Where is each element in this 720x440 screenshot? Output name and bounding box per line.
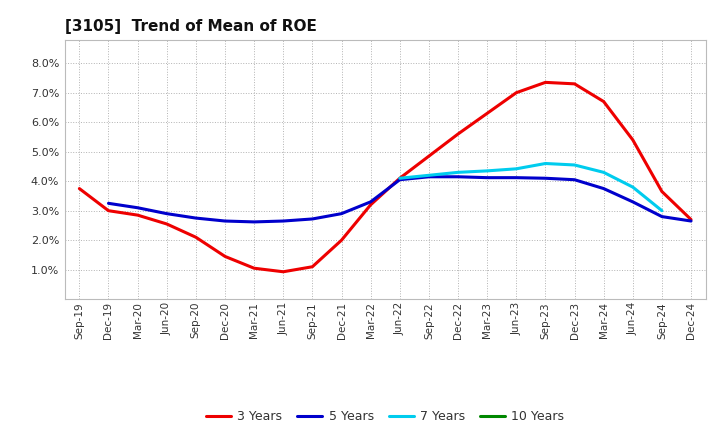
5 Years bbox=[629, 199, 637, 205]
5 Years bbox=[512, 175, 521, 180]
5 Years bbox=[104, 201, 113, 206]
3 Years bbox=[279, 269, 287, 275]
Line: 7 Years: 7 Years bbox=[400, 164, 662, 211]
3 Years bbox=[104, 208, 113, 213]
3 Years bbox=[629, 137, 637, 143]
5 Years bbox=[687, 218, 696, 224]
5 Years bbox=[366, 199, 375, 205]
3 Years bbox=[512, 90, 521, 95]
3 Years bbox=[366, 202, 375, 207]
3 Years bbox=[395, 176, 404, 181]
5 Years bbox=[483, 175, 492, 180]
3 Years bbox=[250, 266, 258, 271]
5 Years bbox=[250, 219, 258, 224]
7 Years bbox=[483, 168, 492, 173]
3 Years bbox=[657, 189, 666, 194]
5 Years bbox=[308, 216, 317, 222]
3 Years bbox=[687, 217, 696, 222]
3 Years bbox=[570, 81, 579, 87]
7 Years bbox=[657, 208, 666, 213]
7 Years bbox=[599, 170, 608, 175]
7 Years bbox=[570, 162, 579, 168]
7 Years bbox=[512, 166, 521, 172]
7 Years bbox=[454, 170, 462, 175]
3 Years bbox=[133, 213, 142, 218]
5 Years bbox=[541, 176, 550, 181]
7 Years bbox=[541, 161, 550, 166]
5 Years bbox=[599, 186, 608, 191]
5 Years bbox=[133, 205, 142, 210]
5 Years bbox=[163, 211, 171, 216]
3 Years bbox=[163, 221, 171, 227]
7 Years bbox=[425, 172, 433, 178]
3 Years bbox=[454, 132, 462, 137]
3 Years bbox=[425, 154, 433, 159]
7 Years bbox=[629, 184, 637, 190]
5 Years bbox=[395, 177, 404, 182]
3 Years bbox=[220, 254, 229, 259]
3 Years bbox=[599, 99, 608, 104]
3 Years bbox=[192, 235, 200, 240]
Legend: 3 Years, 5 Years, 7 Years, 10 Years: 3 Years, 5 Years, 7 Years, 10 Years bbox=[201, 405, 570, 428]
3 Years bbox=[483, 111, 492, 116]
5 Years bbox=[657, 214, 666, 219]
3 Years bbox=[75, 186, 84, 191]
Line: 3 Years: 3 Years bbox=[79, 82, 691, 272]
5 Years bbox=[192, 216, 200, 221]
7 Years bbox=[395, 176, 404, 181]
5 Years bbox=[570, 177, 579, 182]
3 Years bbox=[541, 80, 550, 85]
Text: [3105]  Trend of Mean of ROE: [3105] Trend of Mean of ROE bbox=[65, 19, 317, 34]
5 Years bbox=[425, 174, 433, 180]
5 Years bbox=[337, 211, 346, 216]
5 Years bbox=[279, 218, 287, 224]
5 Years bbox=[220, 218, 229, 224]
5 Years bbox=[454, 174, 462, 180]
3 Years bbox=[337, 238, 346, 243]
Line: 5 Years: 5 Years bbox=[109, 177, 691, 222]
3 Years bbox=[308, 264, 317, 269]
